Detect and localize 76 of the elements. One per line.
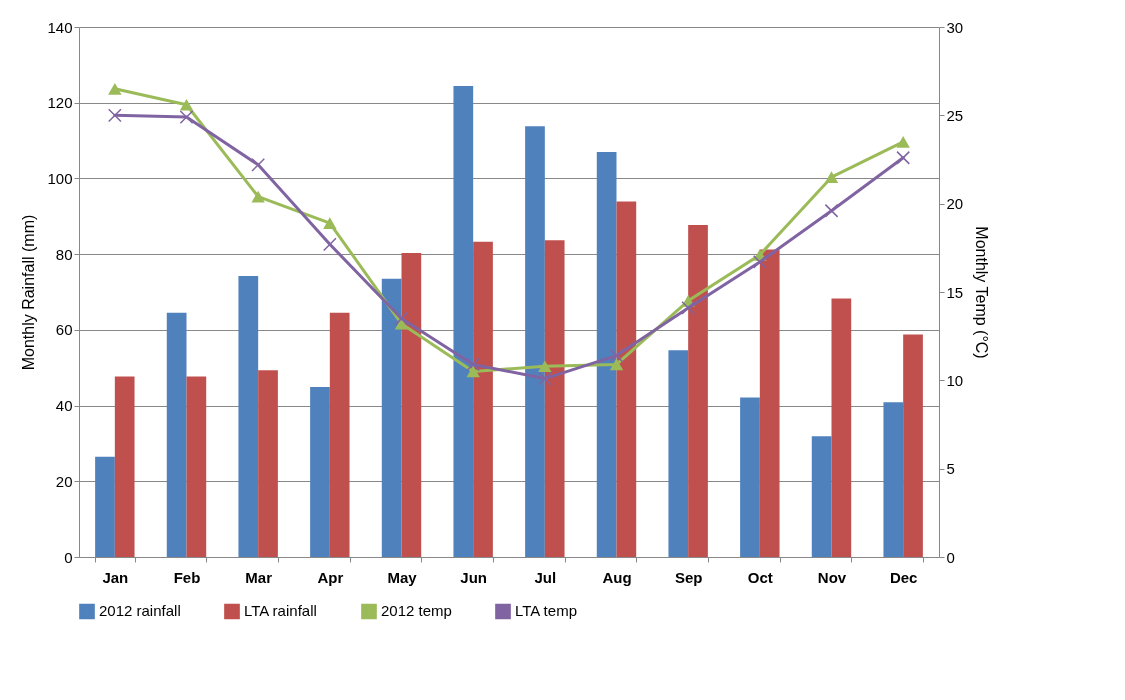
bar (740, 397, 760, 557)
y-tick-label: 0 (64, 548, 73, 566)
point (681, 301, 696, 315)
bar (381, 278, 402, 557)
x-tick-label: Oct (747, 568, 773, 586)
bar (114, 376, 135, 557)
x-tick-label: Dec (889, 568, 918, 586)
point (609, 358, 624, 371)
legend-label: 2012 rainfall (99, 602, 181, 620)
bar (95, 456, 115, 557)
legend-label: 2012 temp (381, 602, 452, 620)
legend-label: LTA temp (515, 602, 577, 620)
bar (258, 370, 278, 557)
point (896, 150, 911, 165)
bar (616, 201, 637, 557)
x-tick-label: Jul (534, 568, 557, 586)
x-tick-label: Aug (602, 568, 632, 586)
x-tick-label: May (387, 568, 418, 586)
point (538, 360, 552, 373)
point (824, 171, 839, 183)
bar (525, 126, 545, 557)
point (609, 348, 624, 363)
point (824, 203, 839, 218)
bar (688, 224, 708, 557)
x-tick-label: Sep (674, 568, 703, 586)
y-tick-label: 40 (55, 397, 73, 415)
point (466, 357, 481, 372)
x-tick-label: Jun (460, 568, 487, 586)
point (323, 217, 337, 229)
x-tick-label: Mar (245, 568, 273, 586)
point (107, 108, 122, 123)
y2-tick-label: 25 (946, 106, 964, 124)
legend-label: LTA rainfall (244, 602, 317, 620)
y2-tick-label: 15 (946, 283, 964, 301)
x-tick-label: Apr (317, 568, 344, 586)
y2-tick-label: 20 (946, 195, 964, 213)
point (537, 371, 552, 386)
y-tick-label: 140 (47, 18, 73, 36)
bar (453, 86, 474, 557)
bar (596, 151, 617, 557)
bar (238, 276, 259, 557)
y2-tick-label: 0 (946, 548, 955, 566)
point (251, 190, 265, 203)
bar (166, 312, 187, 557)
bar (473, 241, 493, 557)
y2-tick-label: 5 (946, 460, 955, 478)
x-tick-label: Feb (173, 568, 201, 586)
bar (329, 312, 350, 557)
bar (310, 387, 330, 557)
point (752, 255, 767, 269)
y-axis-title: Monthly Rainfall (mm) (20, 214, 38, 371)
bar (883, 402, 904, 557)
bar (186, 376, 207, 557)
y-tick-label: 80 (55, 245, 73, 263)
y-tick-label: 60 (55, 321, 73, 339)
y-tick-label: 120 (47, 94, 73, 112)
point (251, 157, 266, 172)
bar (831, 298, 852, 557)
bar (759, 249, 780, 557)
y2-axis-title: Monthly Temp (°C) (973, 226, 991, 359)
y2-tick-label: 30 (946, 18, 964, 36)
y-tick-label: 100 (47, 169, 73, 187)
y2-tick-label: 10 (946, 371, 964, 389)
bar (811, 436, 832, 557)
point (179, 98, 194, 111)
x-tick-label: Nov (817, 568, 847, 586)
point (896, 136, 910, 148)
y-tick-label: 20 (55, 472, 73, 490)
x-tick-label: Jan (102, 568, 129, 586)
bar (544, 240, 565, 557)
point (108, 83, 122, 95)
bar (401, 253, 422, 557)
point (466, 365, 480, 378)
bar (903, 334, 923, 557)
bar (668, 350, 689, 557)
point (179, 110, 194, 124)
